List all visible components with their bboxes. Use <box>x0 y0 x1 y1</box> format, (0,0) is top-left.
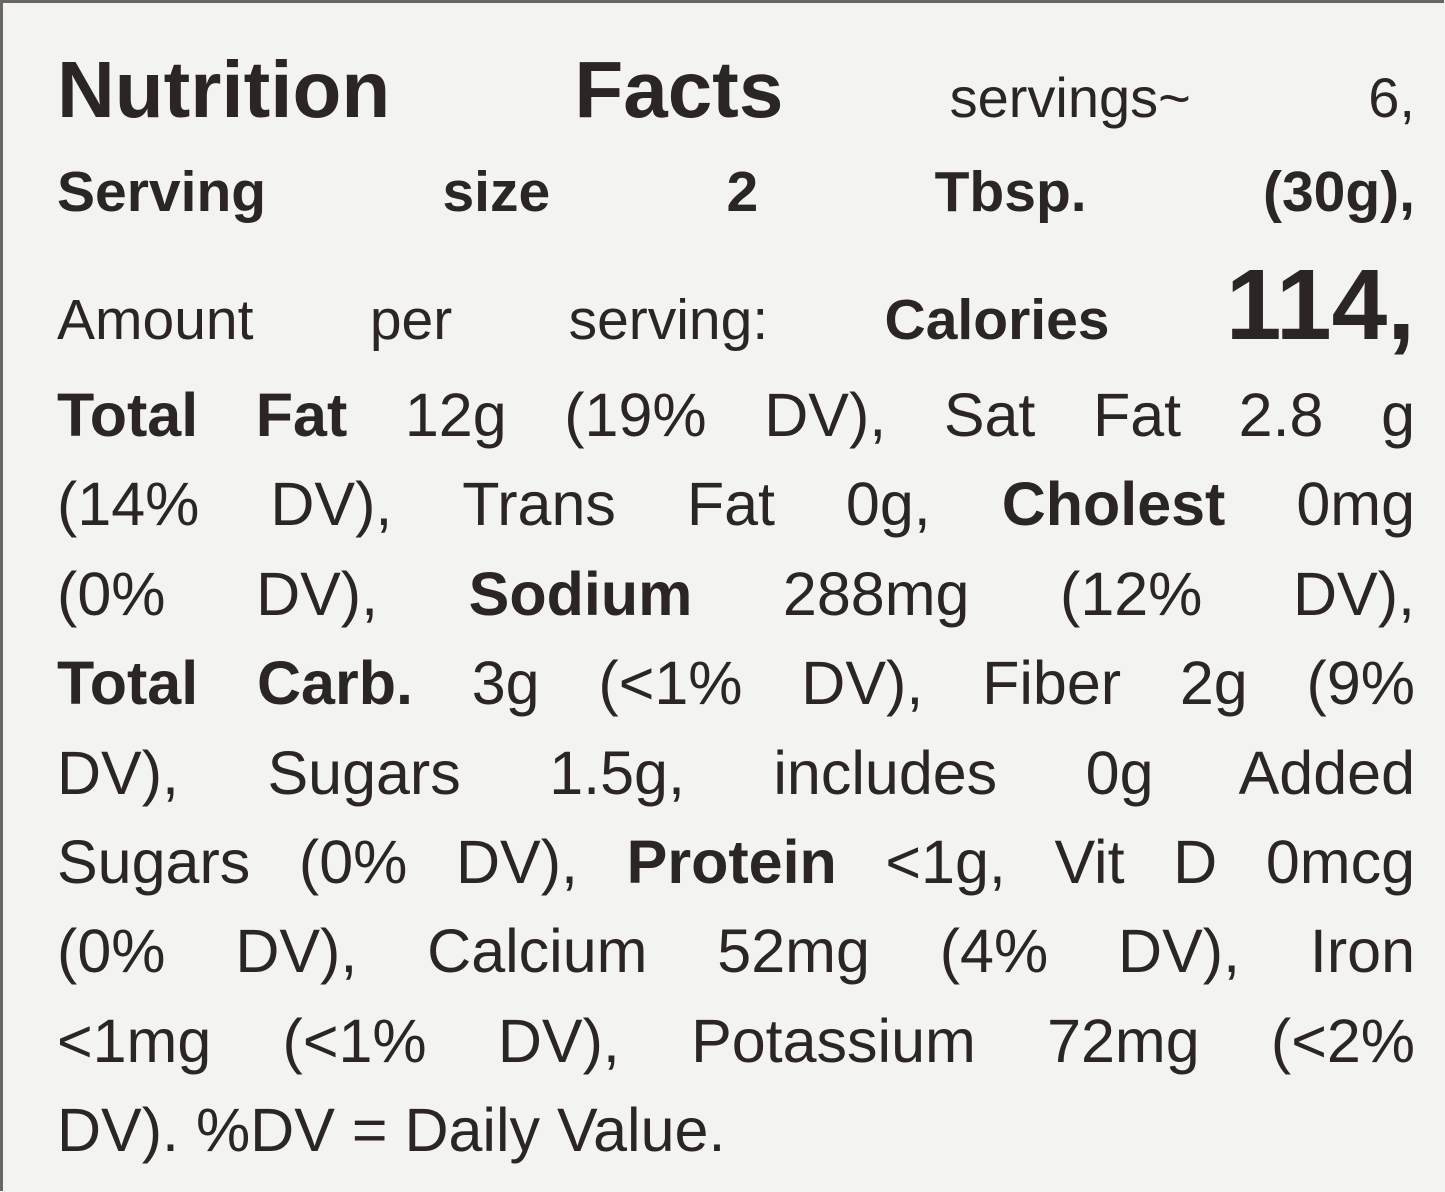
text-segment: <1g, Vit D 0mcg <box>836 828 1415 896</box>
text-segment: Cholest <box>1001 470 1226 539</box>
text-line: (0% DV), Sodium 288mg (12% DV), <box>57 550 1415 639</box>
text-line: Sugars (0% DV), Protein <1g, Vit D 0mcg <box>57 818 1415 907</box>
text-line: (14% DV), Trans Fat 0g, Cholest 0mg <box>57 460 1415 549</box>
title: Nutrition Facts <box>57 45 784 134</box>
text-line: DV), Sugars 1.5g, includes 0g Added <box>57 729 1415 818</box>
text-segment: 3g (<1% DV), Fiber 2g (9% <box>412 649 1415 718</box>
text-segment: (0% DV), Calcium 52mg (4% DV), Iron <box>57 917 1415 986</box>
text-line: Total Carb. 3g (<1% DV), Fiber 2g (9% <box>57 639 1415 728</box>
text-segment: (14% DV), Trans Fat 0g, <box>57 470 1002 539</box>
text-segment: 0mg <box>1225 470 1415 539</box>
text-segment: 12g (19% DV), Sat Fat 2.8 g <box>347 381 1415 449</box>
text-segment: Sugars (0% DV), <box>57 828 627 896</box>
calories-line: Amount per serving: Calories 114, <box>57 250 1415 360</box>
calories-label: Calories <box>884 288 1110 352</box>
text-line: Total Fat 12g (19% DV), Sat Fat 2.8 g <box>57 371 1415 460</box>
text-line: DV). %DV = Daily Value. <box>57 1086 1415 1175</box>
text-segment: Sodium <box>468 559 693 628</box>
text-segment: <1mg (<1% DV), Potassium 72mg (<2% <box>57 1006 1415 1075</box>
text-line: <1mg (<1% DV), Potassium 72mg (<2% <box>57 997 1415 1086</box>
title-line: Nutrition Facts servings~ 6, <box>57 40 1415 140</box>
text-segment: DV). %DV = Daily Value. <box>57 1096 726 1165</box>
text-segment: DV), Sugars 1.5g, includes 0g Added <box>57 738 1415 807</box>
text-segment: Total Fat <box>57 381 348 449</box>
servings: servings~ 6, <box>949 66 1415 129</box>
text-line: (0% DV), Calcium 52mg (4% DV), Iron <box>57 907 1415 996</box>
text-segment: Total Carb. <box>57 649 413 718</box>
serving-size: Serving size 2 Tbsp. (30g), <box>57 160 1415 224</box>
text-segment: 288mg (12% DV), <box>692 559 1416 628</box>
text-segment: (0% DV), <box>57 559 469 628</box>
text-segment: Protein <box>626 828 837 896</box>
amount-label: Amount per serving: <box>57 288 769 352</box>
calories-value: 114, <box>1225 249 1416 361</box>
